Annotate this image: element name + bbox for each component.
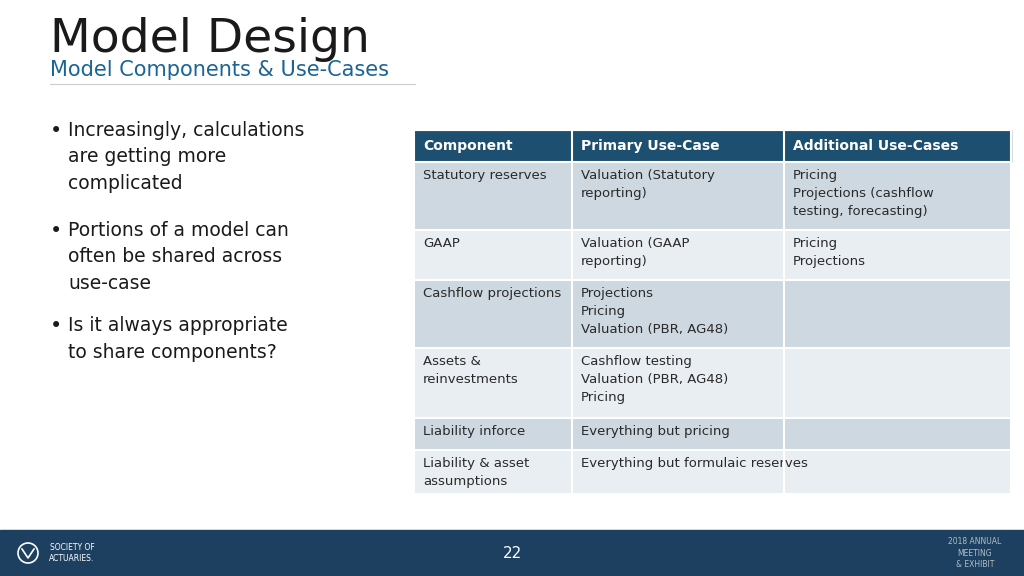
Text: Valuation (GAAP
reporting): Valuation (GAAP reporting) <box>582 237 690 268</box>
Bar <box>784 130 1011 162</box>
Bar <box>784 280 1011 348</box>
Text: •: • <box>50 316 62 336</box>
Text: Additional Use-Cases: Additional Use-Cases <box>794 139 958 153</box>
Text: Component: Component <box>423 139 513 153</box>
Bar <box>414 230 572 280</box>
Text: Everything but formulaic reserves: Everything but formulaic reserves <box>582 457 808 470</box>
Bar <box>414 130 572 162</box>
Text: Statutory reserves: Statutory reserves <box>423 169 547 182</box>
Text: Cashflow testing
Valuation (PBR, AG48)
Pricing: Cashflow testing Valuation (PBR, AG48) P… <box>582 355 728 404</box>
Bar <box>572 280 784 348</box>
Text: SOCIETY OF
ACTUARIES.: SOCIETY OF ACTUARIES. <box>49 543 94 563</box>
Text: 2018 ANNUAL
MEETING
& EXHIBIT: 2018 ANNUAL MEETING & EXHIBIT <box>948 537 1001 569</box>
Text: Is it always appropriate
to share components?: Is it always appropriate to share compon… <box>68 316 288 362</box>
Text: •: • <box>50 121 62 141</box>
Bar <box>0 530 1024 576</box>
Text: Primary Use-Case: Primary Use-Case <box>582 139 720 153</box>
Text: Pricing
Projections: Pricing Projections <box>794 237 866 268</box>
Bar <box>414 450 572 494</box>
Text: Increasingly, calculations
are getting more
complicated: Increasingly, calculations are getting m… <box>68 121 304 193</box>
Text: Model Design: Model Design <box>50 17 370 63</box>
Text: 22: 22 <box>503 545 521 560</box>
Text: Model Components & Use-Cases: Model Components & Use-Cases <box>50 60 389 80</box>
Text: GAAP: GAAP <box>423 237 460 250</box>
Text: Valuation (Statutory
reporting): Valuation (Statutory reporting) <box>582 169 715 200</box>
Text: Assets &
reinvestments: Assets & reinvestments <box>423 355 519 386</box>
Bar <box>784 418 1011 450</box>
Text: Pricing
Projections (cashflow
testing, forecasting): Pricing Projections (cashflow testing, f… <box>794 169 934 218</box>
Bar <box>572 348 784 418</box>
Bar <box>784 348 1011 418</box>
Text: Portions of a model can
often be shared across
use-case: Portions of a model can often be shared … <box>68 221 289 293</box>
Bar <box>572 230 784 280</box>
Text: Liability inforce: Liability inforce <box>423 425 525 438</box>
Bar <box>414 280 572 348</box>
Bar <box>784 450 1011 494</box>
Bar <box>572 162 784 230</box>
Bar <box>414 418 572 450</box>
Bar <box>572 450 784 494</box>
Text: Everything but pricing: Everything but pricing <box>582 425 730 438</box>
Bar <box>414 348 572 418</box>
Bar <box>784 230 1011 280</box>
Bar <box>784 162 1011 230</box>
Text: Liability & asset
assumptions: Liability & asset assumptions <box>423 457 529 488</box>
Bar <box>414 162 572 230</box>
Text: Projections
Pricing
Valuation (PBR, AG48): Projections Pricing Valuation (PBR, AG48… <box>582 287 728 336</box>
Text: Cashflow projections: Cashflow projections <box>423 287 561 300</box>
Bar <box>572 418 784 450</box>
Text: •: • <box>50 221 62 241</box>
Bar <box>572 130 784 162</box>
